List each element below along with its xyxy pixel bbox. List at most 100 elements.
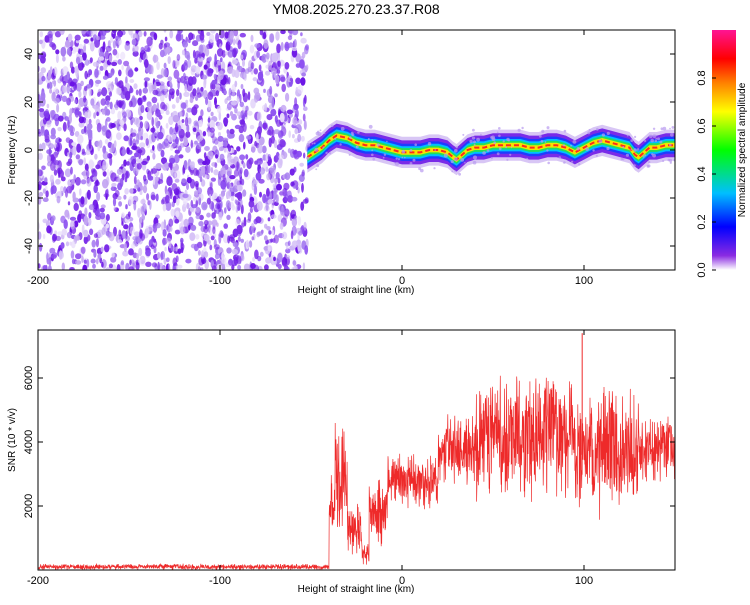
ridge-speck	[414, 143, 418, 146]
noise-speck	[82, 52, 87, 61]
noise-speck	[216, 48, 224, 57]
noise-speck	[303, 120, 307, 130]
noise-speck	[97, 91, 102, 96]
noise-speck	[83, 85, 88, 92]
noise-speck	[88, 87, 92, 97]
noise-speck	[203, 234, 210, 242]
noise-speck	[199, 44, 204, 54]
noise-speck	[180, 102, 187, 109]
noise-speck	[108, 232, 115, 242]
noise-speck	[101, 261, 104, 268]
noise-speck	[232, 38, 236, 46]
noise-speck	[45, 190, 49, 198]
noise-speck	[156, 74, 163, 79]
noise-speck	[262, 154, 267, 161]
noise-speck	[222, 141, 228, 147]
noise-speck	[287, 148, 291, 154]
noise-speck	[155, 222, 162, 229]
noise-speck	[66, 161, 72, 167]
noise-speck	[111, 182, 117, 187]
noise-speck	[179, 92, 182, 100]
noise-speck	[96, 207, 101, 218]
noise-speck	[174, 218, 180, 224]
noise-speck	[93, 105, 100, 111]
noise-speck	[96, 191, 101, 202]
noise-speck	[53, 151, 59, 158]
noise-speck	[168, 218, 174, 227]
noise-speck	[104, 100, 110, 106]
noise-speck	[242, 122, 247, 133]
noise-speck	[226, 214, 231, 220]
noise-speck	[259, 251, 264, 257]
noise-speck	[175, 210, 180, 218]
noise-speck	[59, 90, 62, 96]
noise-speck	[172, 257, 178, 267]
noise-speck	[81, 255, 84, 263]
noise-speck	[267, 95, 275, 104]
noise-speck	[174, 154, 180, 164]
noise-speck	[283, 112, 288, 122]
noise-speck	[84, 163, 89, 172]
noise-speck	[176, 54, 181, 61]
noise-speck	[96, 122, 102, 133]
noise-speck	[226, 170, 232, 177]
ridge-speck	[498, 147, 502, 151]
noise-speck	[187, 117, 192, 125]
noise-speck	[243, 263, 251, 270]
noise-speck	[76, 143, 81, 153]
noise-speck	[302, 113, 306, 122]
noise-speck	[167, 56, 171, 65]
ridge-speck	[383, 153, 387, 156]
noise-speck	[165, 237, 172, 243]
noise-speck	[240, 238, 244, 243]
noise-speck	[193, 120, 199, 127]
noise-speck	[144, 59, 149, 68]
noise-speck	[239, 101, 244, 108]
noise-speck	[234, 80, 238, 88]
noise-speck	[111, 252, 115, 258]
noise-speck	[186, 54, 191, 61]
ridge-speck	[339, 143, 342, 146]
ridge-speck	[669, 143, 672, 147]
noise-speck	[305, 64, 309, 71]
noise-speck	[134, 152, 139, 158]
noise-speck	[222, 137, 229, 142]
noise-speck	[291, 217, 298, 227]
noise-speck	[207, 100, 212, 111]
noise-speck	[141, 160, 148, 166]
noise-speck	[163, 68, 168, 78]
noise-speck	[186, 124, 190, 133]
noise-speck	[264, 264, 269, 270]
noise-speck	[262, 31, 267, 40]
noise-speck	[157, 142, 163, 152]
noise-speck	[94, 68, 99, 78]
ridge-speck	[563, 161, 566, 164]
ridge-speck	[316, 164, 320, 168]
ridge-speck	[464, 162, 466, 164]
noise-speck	[216, 264, 223, 270]
noise-speck	[215, 32, 220, 43]
noise-speck	[303, 106, 308, 111]
noise-speck	[64, 209, 70, 218]
snr-panel: -200 -100 0 100 2000 4000 6000 Height of strai…	[7, 329, 676, 595]
noise-speck	[267, 245, 273, 252]
noise-speck	[270, 135, 275, 144]
noise-speck	[160, 251, 164, 261]
noise-speck	[44, 177, 48, 183]
snr-series-line	[38, 375, 675, 570]
noise-speck	[156, 61, 160, 70]
noise-speck	[143, 174, 147, 182]
noise-speck	[226, 96, 232, 101]
noise-speck	[243, 168, 249, 178]
ridge-speck	[386, 140, 388, 143]
noise-speck	[184, 117, 189, 127]
noise-speck	[92, 172, 96, 177]
noise-speck	[102, 41, 106, 51]
noise-speck	[75, 260, 82, 265]
noise-speck	[271, 52, 278, 63]
noise-speck	[236, 146, 241, 152]
noise-speck	[301, 72, 306, 77]
noise-speck	[254, 92, 261, 101]
noise-speck	[203, 219, 209, 226]
